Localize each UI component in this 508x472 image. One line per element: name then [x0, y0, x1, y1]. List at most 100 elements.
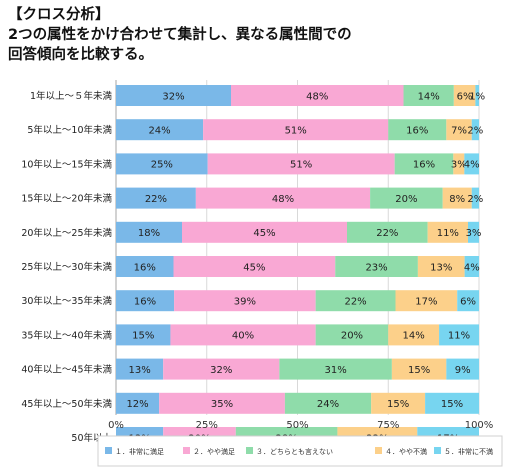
bar-segment [284, 392, 372, 414]
data-label: 7% [451, 126, 467, 137]
bar-segment [195, 187, 371, 209]
bar-segment [116, 256, 174, 277]
data-label: 35% [211, 399, 233, 410]
category-label: 5年以上～10年未満 [27, 124, 112, 136]
data-label: 6% [460, 297, 476, 308]
data-label: 20% [395, 194, 417, 205]
data-label: 3% [466, 228, 482, 239]
x-tick-label: 75% [377, 420, 399, 431]
data-label: 48% [272, 194, 294, 205]
data-label: 16% [406, 126, 428, 137]
data-label: 11% [448, 331, 470, 342]
data-label: 39% [234, 297, 256, 308]
category-label: 1年以上～５年未満 [30, 90, 113, 102]
data-label: 16% [134, 262, 156, 273]
bar-segment [446, 358, 479, 380]
legend-label: ３．どちらとも言えない [256, 447, 333, 456]
bar-segment [116, 119, 204, 141]
data-label: 22% [376, 228, 398, 239]
bar-segment [116, 358, 164, 380]
legend-label: ５．非常に不満 [444, 447, 493, 456]
bar-segment [425, 392, 479, 414]
bar-segment [203, 119, 389, 141]
bar-segment [174, 290, 316, 312]
data-label: 15% [408, 365, 430, 376]
bar-segment [453, 153, 465, 175]
bar-segment [315, 324, 389, 346]
bar-segment [116, 85, 232, 106]
bar-segment [207, 153, 395, 175]
data-label: 32% [162, 91, 184, 102]
bar-segment [388, 119, 447, 141]
legend-swatch [183, 447, 190, 454]
data-label: 51% [290, 160, 312, 171]
bar-segment [163, 358, 280, 380]
data-label: 15% [441, 399, 463, 410]
data-label: 6% [457, 91, 473, 102]
bar-segment [116, 290, 175, 312]
category-label: 15年以上～20年未満 [21, 193, 112, 205]
data-label: 24% [148, 126, 170, 137]
bar-segment [464, 256, 479, 277]
data-label: 1% [469, 91, 485, 102]
data-label: 40% [232, 331, 254, 342]
bar-segment [442, 187, 472, 209]
data-label: 32% [210, 365, 232, 376]
bar-segment [475, 85, 479, 106]
bar-segment [231, 85, 404, 106]
bar-segment [391, 358, 447, 380]
legend-label: ２．やや満足 [193, 448, 235, 456]
data-label: 16% [134, 297, 156, 308]
bar-segment [170, 324, 316, 346]
data-label: 15% [132, 331, 154, 342]
bar-segment [315, 290, 396, 312]
data-label: 48% [306, 91, 328, 102]
bar-segment [439, 324, 479, 346]
bar-segment [370, 187, 443, 209]
data-label: 22% [344, 297, 366, 308]
data-label: 22% [145, 194, 167, 205]
data-label: 16% [413, 160, 435, 171]
bar-segment [116, 324, 171, 346]
header-title: 【クロス分析】 [8, 7, 110, 23]
data-label: 45% [243, 262, 265, 273]
bar-segment [116, 392, 160, 414]
bar-segment [279, 358, 392, 380]
bar-segment [388, 324, 440, 346]
data-label: 8% [449, 194, 465, 205]
bar-segment [471, 119, 479, 141]
header-description-line-1: 2つの属性をかけ合わせて集計し、異なる属性間での [8, 27, 352, 43]
data-label: 45% [253, 228, 275, 239]
data-label: 24% [317, 399, 339, 410]
data-label: 13% [128, 365, 150, 376]
bar-segment [395, 290, 458, 312]
data-label: 23% [365, 262, 387, 273]
bar-segment [371, 392, 426, 414]
header-description-line-2: 回答傾向を比較する。 [8, 47, 153, 63]
bar-segment [457, 290, 479, 312]
bar-segment [468, 221, 479, 243]
data-label: 51% [285, 126, 307, 137]
data-label: 2% [467, 194, 483, 205]
data-label: 4% [464, 160, 480, 171]
data-label: 13% [430, 262, 452, 273]
x-tick-label: 25% [196, 420, 218, 431]
bar-segment [446, 119, 472, 141]
legend-swatch [434, 447, 441, 454]
data-label: 20% [341, 331, 363, 342]
bar-segment [335, 256, 418, 277]
data-label: 11% [437, 228, 459, 239]
data-label: 31% [324, 365, 346, 376]
bar-segment [417, 256, 465, 277]
x-tick-label: 50% [286, 420, 308, 431]
category-label: 35年以上～40年未満 [21, 329, 112, 341]
bar-segment [347, 221, 428, 243]
data-label: 2% [467, 126, 483, 137]
legend-swatch [246, 447, 253, 454]
bar-segment [464, 153, 479, 175]
category-label: 20年以上～25年未満 [21, 227, 112, 239]
data-label: 14% [418, 91, 440, 102]
x-tick-label: 0% [108, 420, 124, 431]
